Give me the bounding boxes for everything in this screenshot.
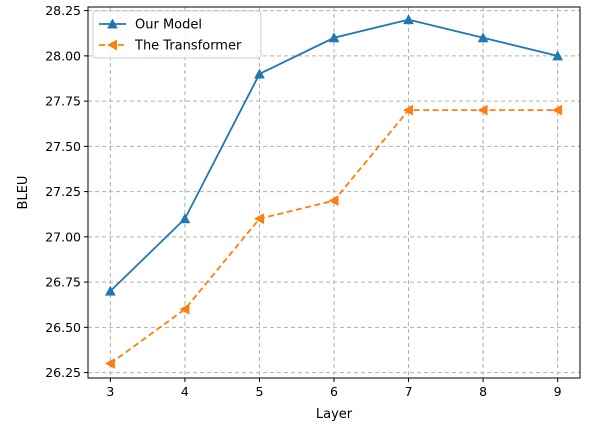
y-tick-label: 28.25 bbox=[45, 3, 81, 18]
x-axis-label: Layer bbox=[316, 407, 353, 422]
data-point-our-model bbox=[179, 213, 191, 224]
x-tick-label: 9 bbox=[554, 384, 562, 399]
y-tick-label: 27.50 bbox=[45, 139, 81, 154]
x-axis-ticks: 3 4 5 6 7 8 9 bbox=[106, 378, 562, 399]
y-axis-ticks: 26.25 26.50 26.75 27.00 27.25 27.50 27.75 28.00… bbox=[45, 3, 88, 380]
y-tick-label: 28.00 bbox=[45, 48, 81, 63]
x-tick-label: 8 bbox=[479, 384, 487, 399]
data-point-the-transformer bbox=[477, 104, 488, 116]
legend-label-the-transformer: The Transformer bbox=[134, 39, 242, 54]
legend-marker-the-transformer bbox=[106, 39, 117, 51]
data-point-our-model bbox=[552, 50, 564, 61]
data-point-the-transformer bbox=[179, 303, 190, 315]
data-point-our-model bbox=[403, 14, 414, 25]
data-point-the-transformer bbox=[552, 104, 563, 116]
x-tick-label: 6 bbox=[330, 384, 338, 399]
y-tick-label: 26.50 bbox=[45, 320, 81, 335]
series-layer bbox=[104, 14, 564, 369]
legend-box bbox=[92, 10, 262, 59]
y-tick-label: 27.75 bbox=[45, 94, 81, 109]
data-point-our-model bbox=[254, 68, 265, 79]
data-point-the-transformer bbox=[328, 195, 339, 207]
y-tick-label: 26.25 bbox=[45, 365, 81, 380]
x-tick-label: 4 bbox=[181, 384, 189, 399]
legend-marker-our-model bbox=[107, 18, 118, 29]
x-tick-label: 5 bbox=[255, 384, 263, 399]
data-point-our-model bbox=[328, 32, 340, 43]
y-tick-label: 27.25 bbox=[45, 184, 81, 199]
data-point-our-model bbox=[104, 285, 116, 296]
legend: Our Model The Transformer bbox=[92, 10, 262, 59]
y-tick-label: 26.75 bbox=[45, 275, 81, 290]
data-point-the-transformer bbox=[253, 213, 264, 225]
legend-label-our-model: Our Model bbox=[135, 18, 202, 33]
x-tick-label: 7 bbox=[405, 384, 413, 399]
data-point-our-model bbox=[477, 32, 489, 43]
grid-lines bbox=[88, 7, 580, 378]
x-tick-label: 3 bbox=[106, 384, 114, 399]
y-tick-label: 27.00 bbox=[45, 229, 81, 244]
data-point-the-transformer bbox=[403, 104, 414, 116]
y-axis-label: BLEU bbox=[16, 176, 31, 210]
data-point-the-transformer bbox=[104, 358, 115, 369]
